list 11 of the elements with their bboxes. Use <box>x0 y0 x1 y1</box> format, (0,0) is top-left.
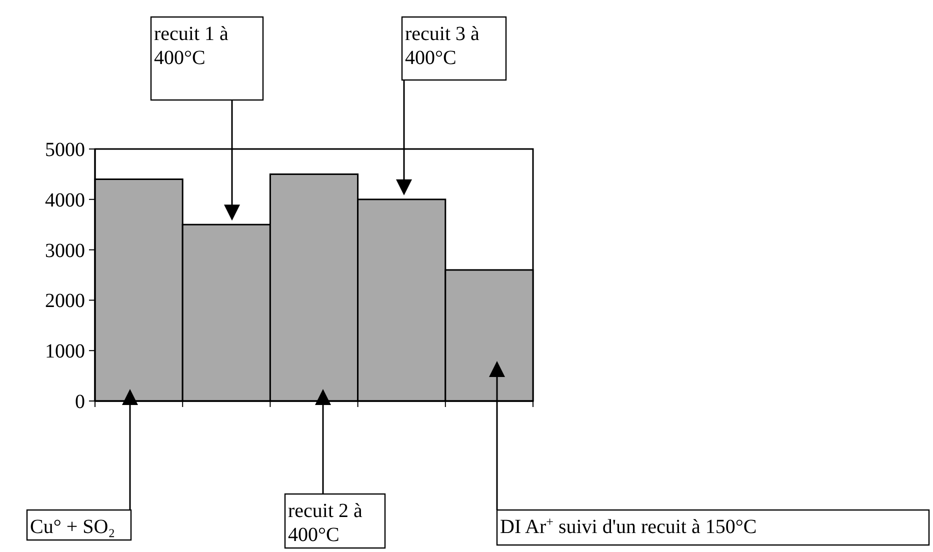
y-tick-label: 0 <box>75 391 85 413</box>
y-tick-label: 5000 <box>45 139 85 161</box>
y-tick-label: 3000 <box>45 240 85 262</box>
text: recuit 3 à 400°C <box>405 23 480 69</box>
y-tick-label: 2000 <box>45 290 85 312</box>
y-tick-label: 4000 <box>45 189 85 212</box>
text: recuit 2 à 400°C <box>288 500 363 546</box>
text: Cu° + SO₂ <box>30 516 116 538</box>
text: recuit 1 à 400°C <box>154 23 229 69</box>
text: DI Ar$^{+}$ suivi d'un recuit à 150°C <box>500 514 757 538</box>
y-tick-label: 1000 <box>45 340 85 363</box>
